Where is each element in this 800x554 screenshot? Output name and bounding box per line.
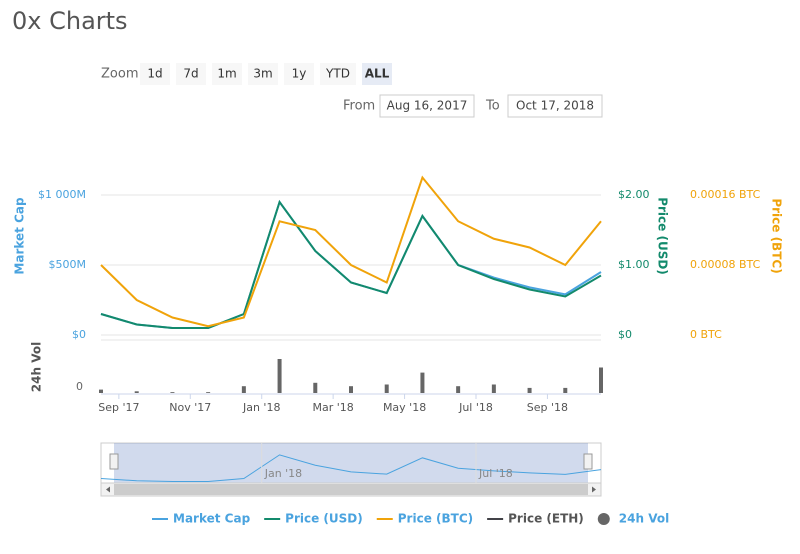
- zoom-button-label[interactable]: YTD: [325, 67, 350, 81]
- y-axis-title: Market Cap: [13, 197, 27, 275]
- navigator-handle[interactable]: [583, 453, 593, 470]
- navigator-tick-label: Jan '18: [264, 467, 302, 480]
- volume-bar: [349, 386, 353, 393]
- zoom-button[interactable]: [212, 63, 242, 85]
- x-tick-label: Nov '17: [169, 401, 211, 414]
- volume-bar: [99, 389, 103, 393]
- y3-tick-label: 0.00008 BTC: [690, 258, 761, 271]
- x-tick-label: Jan '18: [242, 401, 280, 414]
- volume-bar: [420, 372, 425, 393]
- zoom-button[interactable]: [176, 63, 206, 85]
- y-tick-label: $500M: [49, 258, 87, 271]
- volume-tick-label: 0: [76, 380, 83, 393]
- scrollbar-thumb[interactable]: [114, 484, 588, 495]
- y3-axis-title: Price (BTC): [770, 198, 784, 273]
- navigator-mask[interactable]: [114, 443, 588, 483]
- zoom-button[interactable]: [284, 63, 314, 85]
- legend-item[interactable]: Price (USD): [285, 512, 363, 526]
- zoom-button[interactable]: [320, 63, 356, 85]
- page-title: 0x Charts: [12, 7, 128, 35]
- volume-bar: [527, 387, 532, 393]
- volume-bar: [456, 386, 461, 393]
- volume-bar: [206, 392, 211, 393]
- y2-axis-title: Price (USD): [656, 197, 670, 275]
- volume-bar: [134, 391, 139, 393]
- volume-bar: [563, 387, 568, 393]
- zoom-button-label[interactable]: 7d: [183, 67, 198, 81]
- zoom-button[interactable]: [140, 63, 170, 85]
- zoom-button[interactable]: [362, 63, 392, 85]
- volume-bar: [313, 382, 318, 393]
- series-line: [100, 175, 602, 328]
- to-input[interactable]: [507, 94, 603, 118]
- x-tick-label: Mar '18: [313, 401, 354, 414]
- y2-tick-label: $0: [618, 328, 632, 341]
- legend-symbol[interactable]: [597, 513, 610, 525]
- volume-bar: [384, 384, 389, 393]
- y3-tick-label: 0.00016 BTC: [690, 188, 761, 201]
- zoom-button-label[interactable]: ALL: [365, 67, 390, 81]
- y-tick-label: $0: [72, 328, 86, 341]
- legend-item[interactable]: 24h Vol: [619, 512, 669, 526]
- y-tick-label: $1 000M: [38, 188, 86, 201]
- volume-bar: [170, 392, 175, 393]
- zoom-button-label[interactable]: 1y: [292, 67, 307, 81]
- to-date[interactable]: Oct 17, 2018: [516, 99, 594, 113]
- zoom-button-label[interactable]: 3m: [253, 67, 272, 81]
- zoom-label: Zoom: [101, 67, 138, 82]
- series-line: [100, 199, 602, 329]
- legend-item[interactable]: Price (ETH): [508, 512, 584, 526]
- volume-bar: [491, 384, 496, 393]
- legend-item[interactable]: Price (BTC): [398, 512, 473, 526]
- zoom-button-label[interactable]: 1m: [217, 67, 236, 81]
- to-label: To: [485, 99, 500, 114]
- volume-bar: [277, 359, 282, 393]
- x-tick-label: Sep '17: [98, 401, 139, 414]
- x-tick-label: Jul '18: [458, 401, 493, 414]
- volume-bar: [599, 367, 603, 393]
- x-tick-label: May '18: [383, 401, 426, 414]
- y2-tick-label: $1.00: [618, 258, 650, 271]
- volume-axis-title: 24h Vol: [30, 342, 44, 392]
- x-tick-label: Sep '18: [527, 401, 568, 414]
- zoom-button[interactable]: [248, 63, 278, 85]
- from-label: From: [343, 99, 375, 114]
- navigator-tick-label: Jul '18: [478, 467, 513, 480]
- navigator-line: [100, 454, 602, 483]
- y3-tick-label: 0 BTC: [690, 328, 722, 341]
- legend-item[interactable]: Market Cap: [173, 512, 251, 526]
- from-date[interactable]: Aug 16, 2017: [387, 99, 468, 113]
- zoom-button-label[interactable]: 1d: [147, 67, 162, 81]
- navigator-handle[interactable]: [109, 453, 119, 470]
- volume-bar: [241, 386, 246, 393]
- from-input[interactable]: [379, 94, 475, 118]
- y2-tick-label: $2.00: [618, 188, 650, 201]
